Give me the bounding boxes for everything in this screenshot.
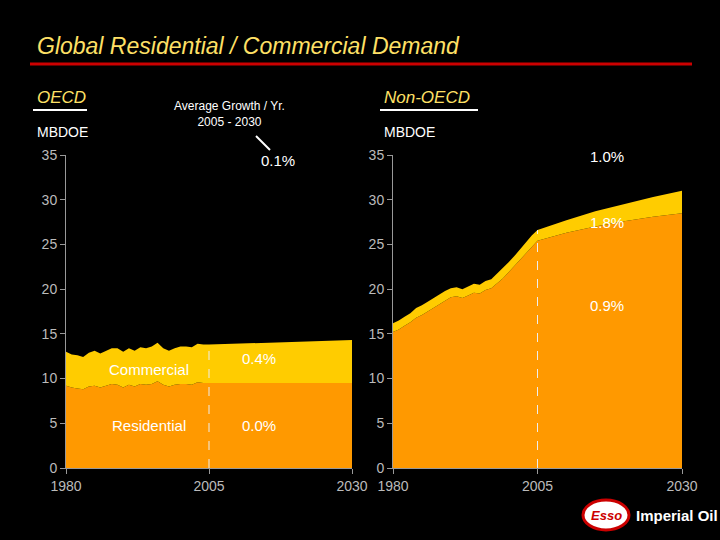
svg-text:30: 30 [369,192,385,208]
svg-text:2030: 2030 [666,478,697,494]
svg-text:35: 35 [369,147,385,163]
svg-text:0.9%: 0.9% [590,297,624,314]
svg-text:10: 10 [369,370,385,386]
svg-text:1.0%: 1.0% [590,148,624,165]
svg-text:MBDOE: MBDOE [384,124,435,140]
svg-text:Global Residential / Commercia: Global Residential / Commercial Demand [37,33,460,59]
svg-text:1980: 1980 [50,478,81,494]
svg-text:Imperial Oil: Imperial Oil [636,507,718,524]
svg-text:35: 35 [42,147,58,163]
svg-text:MBDOE: MBDOE [37,124,88,140]
svg-text:Non-OECD: Non-OECD [384,88,470,107]
svg-text:15: 15 [42,326,58,342]
svg-text:0.4%: 0.4% [242,350,276,367]
svg-text:25: 25 [369,236,385,252]
svg-text:25: 25 [42,236,58,252]
svg-text:0.0%: 0.0% [242,417,276,434]
svg-text:Esso: Esso [591,508,622,523]
svg-text:2005: 2005 [522,478,553,494]
svg-text:30: 30 [42,192,58,208]
svg-text:20: 20 [369,281,385,297]
svg-text:0: 0 [49,460,57,476]
svg-text:5: 5 [376,415,384,431]
svg-text:0: 0 [376,460,384,476]
svg-text:10: 10 [42,370,58,386]
svg-text:1.8%: 1.8% [590,214,624,231]
svg-text:Residential: Residential [112,417,186,434]
svg-text:Commercial: Commercial [109,361,189,378]
svg-text:OECD: OECD [37,88,86,107]
svg-text:Average Growth / Yr.2005 - 203: Average Growth / Yr.2005 - 2030 [174,99,285,129]
svg-text:2030: 2030 [336,478,367,494]
svg-text:20: 20 [42,281,58,297]
svg-text:1980: 1980 [377,478,408,494]
svg-text:15: 15 [369,326,385,342]
svg-text:5: 5 [49,415,57,431]
svg-text:2005: 2005 [193,478,224,494]
svg-text:0.1%: 0.1% [261,152,295,169]
